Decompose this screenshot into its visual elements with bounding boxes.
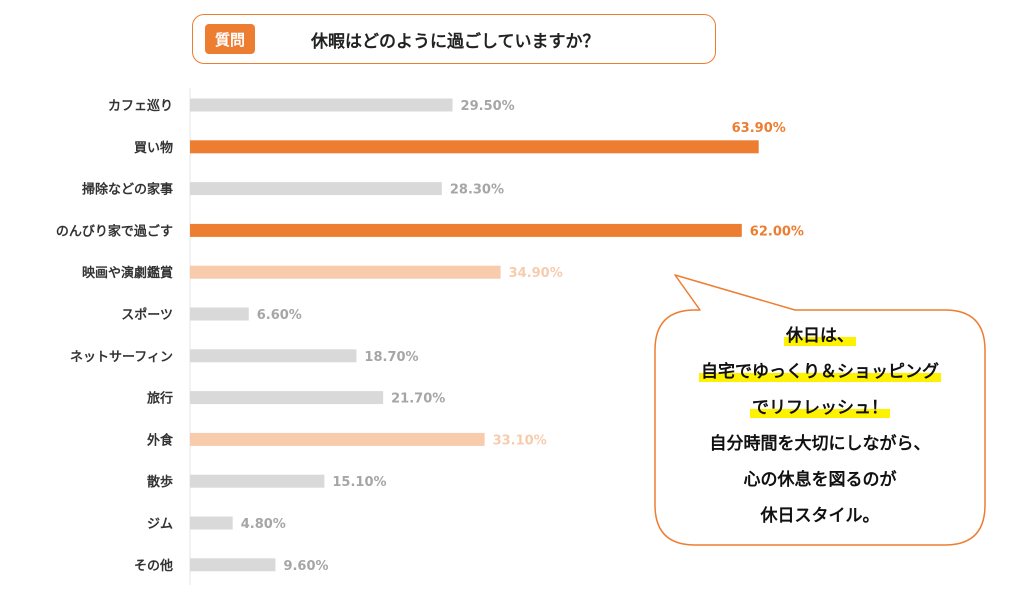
value-label: 29.50%: [461, 99, 515, 114]
bar: [190, 265, 501, 279]
value-label: 33.10%: [493, 433, 547, 448]
bar: [190, 432, 485, 446]
value-label: 18.70%: [364, 350, 418, 365]
value-label: 6.60%: [257, 308, 302, 323]
category-label: ネットサーフィン: [70, 350, 173, 365]
value-label: 9.60%: [283, 559, 328, 574]
callout-highlight: 休日は、: [784, 326, 856, 346]
value-label: 15.10%: [332, 475, 386, 490]
bar: [190, 474, 325, 488]
category-label: 散歩: [147, 474, 173, 490]
question-text: 休暇はどのように過ごしていますか？: [311, 32, 600, 52]
callout-line-4: 自分時間を大切にしながら、: [709, 434, 931, 454]
value-label: 4.80%: [241, 517, 286, 532]
category-label: スポーツ: [121, 307, 173, 323]
value-label: 21.70%: [391, 392, 445, 407]
callout-highlight: 自宅でゆっくり＆ショッピング: [699, 362, 941, 382]
value-label: 62.00%: [750, 224, 804, 239]
category-label: 掃除などの家事: [82, 182, 173, 198]
bar: [190, 307, 249, 321]
bar: [190, 558, 276, 572]
callout-line-3: でリフレッシュ！: [655, 390, 985, 426]
bar: [190, 223, 742, 237]
category-label: ジム: [147, 517, 173, 532]
callout-text: 休日は、 自宅でゆっくり＆ショッピング でリフレッシュ！ 自分時間を大切にしなが…: [655, 318, 985, 534]
category-label: 買い物: [134, 140, 173, 156]
bars-group: カフェ巡り 29.50% 買い物 63.90% 掃除などの家事 28.30% のんびり家で過…: [56, 98, 804, 574]
bar: [190, 140, 759, 154]
category-label: 映画や演劇鑑賞: [82, 265, 173, 281]
callout-highlight: でリフレッシュ！: [750, 398, 890, 418]
category-label: その他: [134, 558, 173, 574]
value-label: 63.90%: [732, 121, 786, 136]
bar: [190, 182, 442, 196]
question-box: 質問 休暇はどのように過ごしていますか？: [192, 14, 716, 64]
category-label: 外食: [146, 432, 174, 448]
category-label: のんびり家で過ごす: [56, 223, 173, 239]
value-label: 28.30%: [450, 183, 504, 198]
category-label: カフェ巡り: [108, 98, 173, 114]
bar: [190, 98, 453, 112]
callout-line-1: 休日は、: [655, 318, 985, 354]
bar: [190, 349, 357, 363]
bar: [190, 391, 384, 405]
value-label: 34.90%: [509, 266, 563, 281]
callout-line-5: 心の休息を図るのが: [743, 470, 897, 490]
callout-line-6: 休日スタイル。: [760, 506, 880, 526]
callout-line-2: 自宅でゆっくり＆ショッピング: [655, 354, 985, 390]
category-label: 旅行: [147, 391, 173, 407]
question-badge: 質問: [205, 24, 255, 54]
bar: [190, 516, 233, 530]
